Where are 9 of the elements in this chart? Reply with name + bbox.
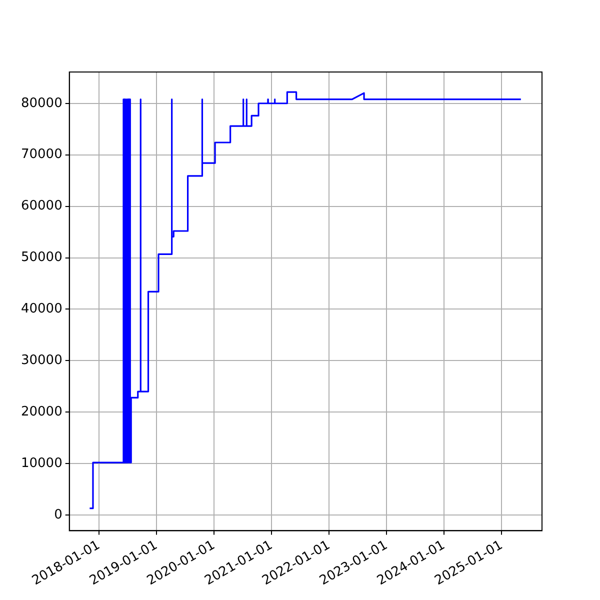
y-tick-label: 0	[54, 507, 62, 522]
y-tick-label: 20000	[20, 404, 62, 420]
y-tick-label: 70000	[20, 147, 62, 162]
y-tick-label: 10000	[20, 456, 62, 471]
y-tick-label: 60000	[20, 198, 62, 214]
y-tick-label: 50000	[20, 250, 62, 266]
y-tick-label: 40000	[20, 302, 62, 317]
y-tick-label: 80000	[20, 96, 62, 111]
y-tick-label: 30000	[20, 353, 62, 368]
